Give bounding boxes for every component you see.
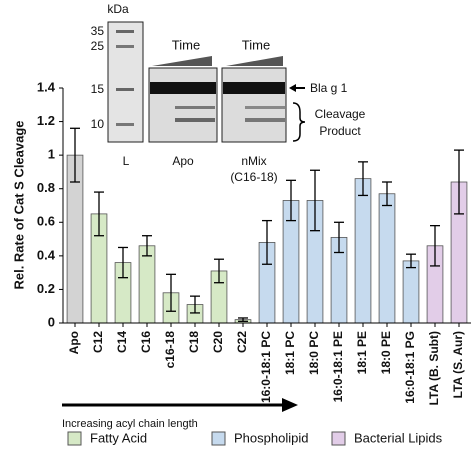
band-label: Bla g 1 [310, 81, 348, 95]
x-tick-label: c16-18 [163, 331, 177, 369]
bar [354, 178, 372, 324]
inset-unit: kDa [107, 2, 129, 16]
band [116, 45, 134, 48]
marker-label: 25 [91, 39, 105, 53]
x-tick-label: C12 [91, 331, 105, 353]
x-tick-label: 18:1 PC [283, 331, 297, 375]
marker-label: 10 [91, 117, 105, 131]
arrow-label: Increasing acyl chain length [62, 418, 198, 430]
y-tick-label: 0.6 [37, 214, 55, 229]
trend-arrow-head [282, 398, 298, 412]
error-bar [70, 127, 80, 183]
x-tick-label: 18:1 PE [355, 331, 369, 374]
error-bar [214, 258, 224, 284]
legend-label: Bacterial Lipids [354, 430, 443, 445]
error-bar [358, 161, 368, 197]
x-tick-label: Apo [67, 331, 81, 354]
legend-swatch [211, 431, 226, 446]
legend-swatch [331, 431, 346, 446]
error-bar [190, 295, 200, 314]
y-tick-label: 0 [48, 314, 55, 329]
panel-label: nMix [241, 154, 266, 168]
y-tick-label: 0.2 [37, 281, 55, 296]
error-bar [238, 317, 248, 322]
legend-swatch [67, 431, 82, 446]
y-tick-label: 1 [48, 147, 55, 162]
legend-label: Fatty Acid [90, 430, 147, 445]
band [116, 123, 134, 126]
band-arrow-head [289, 84, 296, 92]
y-tick-label: 0.8 [37, 180, 55, 195]
marker-label: 15 [91, 82, 105, 96]
x-tick-label: 18:0 PE [379, 331, 393, 374]
y-axis-title: Rel. Rate of Cat S Cleavage [11, 120, 26, 289]
ladder-lane [107, 21, 144, 143]
error-bar [334, 221, 344, 254]
band [150, 82, 216, 94]
legend-label: Phospholipid [234, 430, 308, 445]
error-bar [166, 273, 176, 312]
x-tick-label: 16:0-18:1 PC [259, 331, 273, 403]
error-bar [430, 224, 440, 267]
x-tick-label: 18:0 PC [307, 331, 321, 375]
error-bar [454, 149, 464, 215]
band [116, 30, 134, 33]
y-tick-label: 1.2 [37, 113, 55, 128]
band [175, 118, 215, 122]
gel-apo [148, 67, 218, 143]
time-wedge [226, 56, 283, 66]
x-tick-label: C16 [139, 331, 153, 353]
product-brace [292, 102, 306, 142]
band [116, 88, 134, 91]
panel-label: (C16-18) [230, 170, 277, 184]
bar [378, 193, 396, 324]
band [223, 82, 285, 94]
y-tick-label: 0.4 [37, 247, 56, 262]
time-label: Time [242, 37, 270, 52]
gel-nmix [221, 67, 287, 143]
x-tick-label: C14 [115, 331, 129, 353]
x-tick-label: 16:0-18:1 PG [403, 331, 417, 404]
band [245, 106, 285, 109]
error-bar [142, 235, 152, 257]
x-tick-label: LTA (B. Subt) [427, 331, 441, 405]
y-tick-label: 1.4 [37, 79, 56, 94]
product-label: Product [319, 124, 361, 138]
error-bar [310, 169, 320, 232]
x-tick-label: 16:0-18:1 PE [331, 331, 345, 402]
error-bar [406, 253, 416, 269]
x-tick-label: LTA (S. Aur) [451, 331, 465, 398]
x-tick-label: C22 [235, 331, 249, 353]
bar [402, 260, 420, 324]
ladder-label: L [123, 154, 130, 168]
error-bar [286, 179, 296, 222]
x-tick-label: C20 [211, 331, 225, 353]
marker-label: 35 [91, 24, 105, 38]
error-bar [262, 219, 272, 265]
time-label: Time [172, 37, 200, 52]
band [175, 106, 215, 109]
time-wedge [152, 56, 212, 66]
product-label: Cleavage [315, 107, 366, 121]
error-bar [118, 246, 128, 279]
panel-label: Apo [172, 154, 194, 168]
band [245, 118, 285, 122]
x-tick-label: C18 [187, 331, 201, 353]
error-bar [382, 181, 392, 207]
error-bar [94, 191, 104, 237]
gel-inset: kDa 35 25 15 10 Time Time L Apo nMix (C1… [91, 2, 366, 184]
bar [138, 245, 156, 324]
